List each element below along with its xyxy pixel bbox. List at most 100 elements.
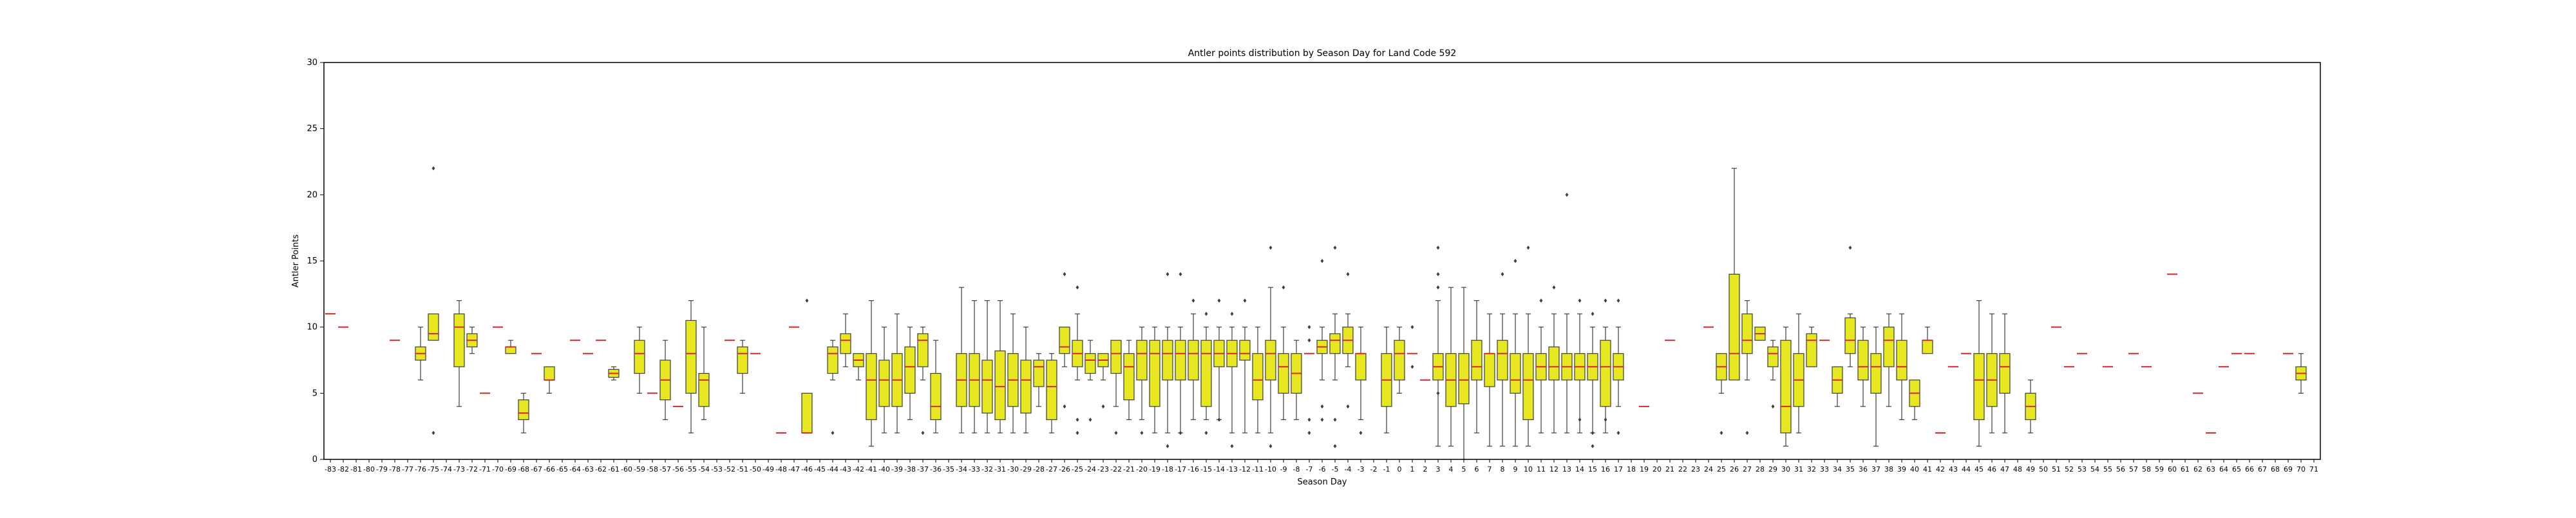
iqr-box xyxy=(1394,340,1405,381)
x-tick-label: 9 xyxy=(1513,465,1518,474)
outlier-point xyxy=(1088,417,1092,422)
iqr-box xyxy=(1471,340,1482,381)
iqr-box xyxy=(1110,340,1122,374)
x-tick-label: -10 xyxy=(1265,465,1276,474)
iqr-box xyxy=(1033,360,1045,387)
x-tick-label: -77 xyxy=(402,465,413,474)
iqr-box xyxy=(1883,327,1895,367)
box--44 xyxy=(827,340,838,436)
box-11 xyxy=(1535,298,1547,434)
box--59 xyxy=(634,327,645,394)
box-27 xyxy=(1741,300,1753,436)
iqr-box xyxy=(505,346,516,354)
box--18 xyxy=(1162,272,1173,448)
outlier-point xyxy=(1166,272,1170,276)
box--66 xyxy=(544,366,555,394)
y-tick-label: 30 xyxy=(307,58,317,68)
x-tick-label: -7 xyxy=(1306,465,1313,474)
outlier-point xyxy=(1320,258,1324,264)
x-tick-label: 20 xyxy=(1653,465,1662,474)
x-tick-label: 43 xyxy=(1949,465,1958,474)
iqr-box xyxy=(1548,346,1560,381)
x-tick-label: -50 xyxy=(750,465,761,474)
box-41 xyxy=(1922,327,1933,354)
x-tick-label: 1 xyxy=(1410,465,1415,474)
chart-title: Antler points distribution by Season Day… xyxy=(1188,48,1457,59)
x-tick-label: 21 xyxy=(1665,465,1674,474)
iqr-box xyxy=(1600,340,1611,407)
iqr-box xyxy=(1780,340,1792,434)
box--20 xyxy=(1136,327,1148,436)
x-tick-label: 7 xyxy=(1488,465,1492,474)
box--22 xyxy=(1110,340,1122,436)
box--33 xyxy=(969,300,980,434)
outlier-point xyxy=(1565,193,1569,197)
x-tick-label: 70 xyxy=(2297,465,2306,474)
x-tick-label: 2 xyxy=(1423,465,1428,474)
outlier-point xyxy=(1063,404,1066,409)
x-axis: -83 -82 -81 -80 -79 -78 -77 -76 -75 -74 -73 -72 -71-… xyxy=(325,459,2318,474)
outlier-point xyxy=(1307,430,1311,436)
x-tick-label: -55 xyxy=(685,465,697,474)
box--8 xyxy=(1291,340,1302,421)
outlier-point xyxy=(1320,404,1324,409)
box-10 xyxy=(1522,245,1534,447)
x-axis-label: Season Day xyxy=(1298,477,1347,487)
x-tick-label: 28 xyxy=(1756,465,1765,474)
box-29 xyxy=(1767,340,1779,409)
box--23 xyxy=(1097,353,1109,409)
x-tick-label: 40 xyxy=(1910,465,1919,474)
box--16 xyxy=(1188,298,1199,421)
x-tick-label: 19 xyxy=(1640,465,1649,474)
x-tick-label: 15 xyxy=(1588,465,1597,474)
y-tick-label: 0 xyxy=(312,455,317,465)
x-tick-label: -75 xyxy=(428,465,439,474)
x-tick-label: 47 xyxy=(2000,465,2009,474)
box--15 xyxy=(1200,311,1212,436)
x-tick-label: -26 xyxy=(1059,465,1070,474)
outlier-point xyxy=(1230,444,1234,448)
x-tick-label: -22 xyxy=(1110,465,1122,474)
box--42 xyxy=(853,353,864,381)
box--54 xyxy=(698,327,710,421)
x-tick-label: 64 xyxy=(2219,465,2228,474)
iqr-box xyxy=(1020,360,1032,414)
x-tick-label: 60 xyxy=(2168,465,2177,474)
outlier-point xyxy=(1320,417,1324,422)
box-31 xyxy=(1793,313,1804,434)
x-tick-label: 61 xyxy=(2181,465,2190,474)
x-tick-label: 22 xyxy=(1678,465,1687,474)
x-tick-label: 4 xyxy=(1449,465,1454,474)
iqr-box xyxy=(1188,340,1199,381)
x-tick-label: -19 xyxy=(1149,465,1160,474)
x-tick-label: -16 xyxy=(1188,465,1199,474)
outlier-point xyxy=(831,430,835,436)
x-tick-label: 13 xyxy=(1562,465,1571,474)
x-tick-label: -68 xyxy=(518,465,529,474)
y-tick-label: 10 xyxy=(307,323,317,332)
outlier-point xyxy=(921,430,925,436)
x-tick-label: -59 xyxy=(634,465,645,474)
box--26 xyxy=(1059,272,1070,409)
x-tick-label: -49 xyxy=(762,465,774,474)
box--69 xyxy=(505,340,516,354)
box-39 xyxy=(1896,313,1908,421)
x-tick-label: -43 xyxy=(840,465,851,474)
x-tick-label: 51 xyxy=(2052,465,2061,474)
chart-marks xyxy=(325,166,2307,460)
outlier-point xyxy=(1166,444,1170,448)
box--13 xyxy=(1226,311,1238,448)
x-tick-label: -38 xyxy=(904,465,916,474)
iqr-box xyxy=(1252,353,1264,401)
x-tick-label: -2 xyxy=(1370,465,1378,474)
outlier-point xyxy=(1552,285,1556,290)
box--36 xyxy=(930,340,942,434)
x-tick-label: 6 xyxy=(1475,465,1479,474)
box-8 xyxy=(1497,272,1508,447)
x-tick-label: -48 xyxy=(775,465,787,474)
x-tick-label: -18 xyxy=(1162,465,1173,474)
outlier-point xyxy=(1591,430,1595,436)
x-tick-label: 53 xyxy=(2078,465,2087,474)
x-tick-label: 3 xyxy=(1436,465,1441,474)
outlier-point xyxy=(1346,272,1350,276)
